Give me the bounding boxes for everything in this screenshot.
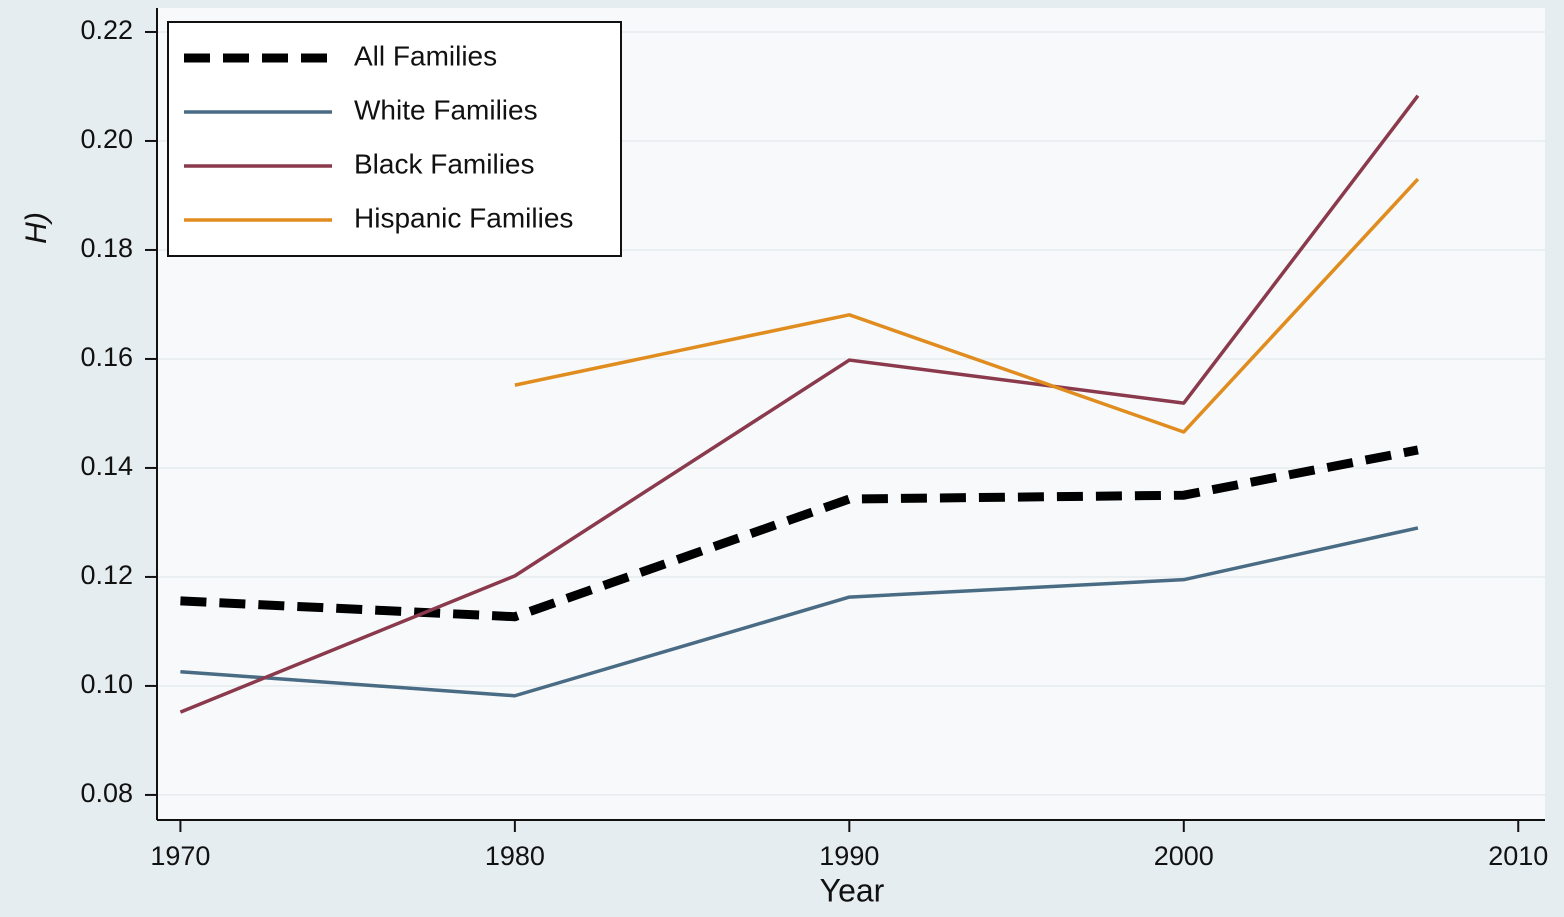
x-tick-label: 1990 xyxy=(819,841,879,871)
x-tick-label: 1970 xyxy=(150,841,210,871)
y-tick-label: 0.20 xyxy=(80,124,133,154)
series-line xyxy=(514,177,1420,434)
y-tick-label: 0.12 xyxy=(80,560,133,590)
y-tick-label: 0.22 xyxy=(80,15,133,45)
series-line xyxy=(180,526,1419,698)
series-line xyxy=(179,94,1420,714)
y-tick-label: 0.10 xyxy=(80,669,133,699)
y-tick-label: 0.14 xyxy=(80,451,133,481)
y-tick-label: 0.08 xyxy=(80,778,133,808)
y-tick-label: 0.18 xyxy=(80,233,133,263)
y-axis-label: H) xyxy=(20,212,53,244)
legend-label: Black Families xyxy=(354,148,534,179)
y-tick-label: 0.16 xyxy=(80,342,133,372)
legend-label: All Families xyxy=(354,40,497,71)
x-tick-label: 1980 xyxy=(485,841,545,871)
legend-label: Hispanic Families xyxy=(354,202,573,233)
x-tick-label: 2000 xyxy=(1154,841,1214,871)
x-axis-label: Year xyxy=(820,872,885,908)
series-line xyxy=(180,445,1419,622)
x-tick-label: 2010 xyxy=(1488,841,1548,871)
legend-label: White Families xyxy=(354,94,538,125)
